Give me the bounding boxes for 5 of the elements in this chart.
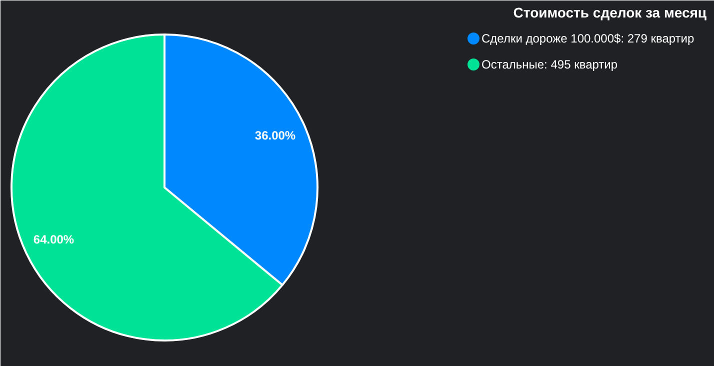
legend-label: Остальные: 495 квартир [482, 58, 618, 72]
legend-label: Сделки дороже 100.000$: 279 квартир [482, 32, 695, 46]
data-label: 64.00% [33, 232, 74, 247]
chart-title: Стоимость сделок за месяц [513, 4, 707, 20]
data-label: 36.00% [254, 128, 296, 142]
